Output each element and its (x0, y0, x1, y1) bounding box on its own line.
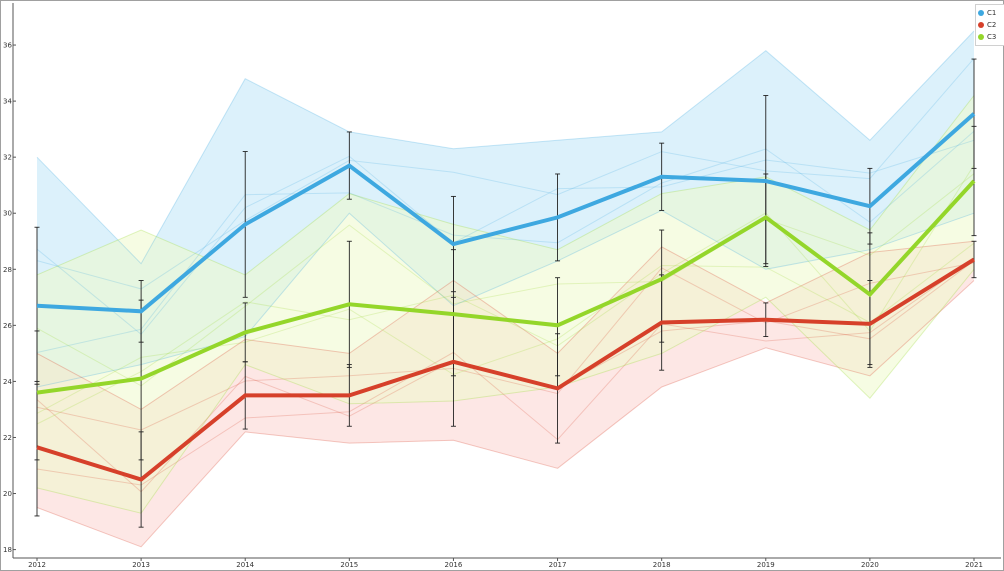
confidence-bands (37, 31, 974, 547)
band-edge-low-C2 (36, 280, 975, 548)
legend-swatch (978, 22, 984, 28)
y-tick-label: 30 (3, 210, 12, 218)
x-tick-label: 2021 (965, 561, 983, 569)
band-edge-high-C2 (36, 240, 975, 410)
legend-label: C3 (987, 33, 997, 41)
legend-label: C2 (987, 21, 997, 29)
legend-swatch (978, 34, 984, 40)
trace-C1-2 (36, 139, 975, 336)
trace-C2-3 (36, 262, 975, 431)
legend-item-C3[interactable]: C3 (978, 31, 1002, 43)
series-line-C2 (36, 257, 976, 482)
band-C2 (37, 241, 974, 547)
x-tick-label: 2013 (132, 561, 150, 569)
legend[interactable]: C1 C2 C3 (975, 4, 1004, 46)
band-edge-low-C1 (36, 209, 975, 388)
band-edge-high-C3 (36, 95, 975, 276)
series-line-C3 (36, 179, 976, 395)
trace-C1-1 (36, 130, 975, 353)
series-line-C1 (36, 112, 976, 314)
x-tick-label: 2020 (861, 561, 879, 569)
y-tick-label: 28 (3, 266, 12, 274)
legend-swatch (978, 10, 984, 16)
trace-C3-1 (36, 242, 975, 414)
legend-item-C1[interactable]: C1 (978, 7, 1002, 19)
axes: 18 20 22 24 26 28 30 32 34 36 2012 2013 2014 2015 2016… (3, 3, 1001, 569)
trace-C2-1 (36, 258, 975, 486)
legend-label: C1 (987, 9, 997, 17)
y-tick-label: 36 (3, 42, 12, 50)
x-tick-label: 2018 (653, 561, 671, 569)
y-tick-label: 32 (3, 154, 12, 162)
x-tick-label: 2019 (757, 561, 775, 569)
trace-C1-3 (36, 58, 975, 290)
x-tick-label: 2017 (549, 561, 567, 569)
y-tick-label: 26 (3, 322, 12, 330)
y-tick-label: 18 (3, 546, 12, 554)
legend-item-C2[interactable]: C2 (978, 19, 1002, 31)
x-tick-label: 2016 (445, 561, 463, 569)
trace-C3-3 (36, 173, 975, 387)
series-lines (36, 112, 976, 482)
y-tick-label: 22 (3, 434, 12, 442)
y-tick-label: 24 (3, 378, 12, 386)
x-tick-label: 2012 (28, 561, 46, 569)
y-tick-label: 34 (3, 98, 12, 106)
band-C3 (37, 95, 974, 514)
band-edge-high-C1 (36, 30, 975, 265)
x-tick-label: 2015 (340, 561, 358, 569)
y-tick-label: 20 (3, 490, 12, 498)
x-tick-label: 2014 (236, 561, 254, 569)
